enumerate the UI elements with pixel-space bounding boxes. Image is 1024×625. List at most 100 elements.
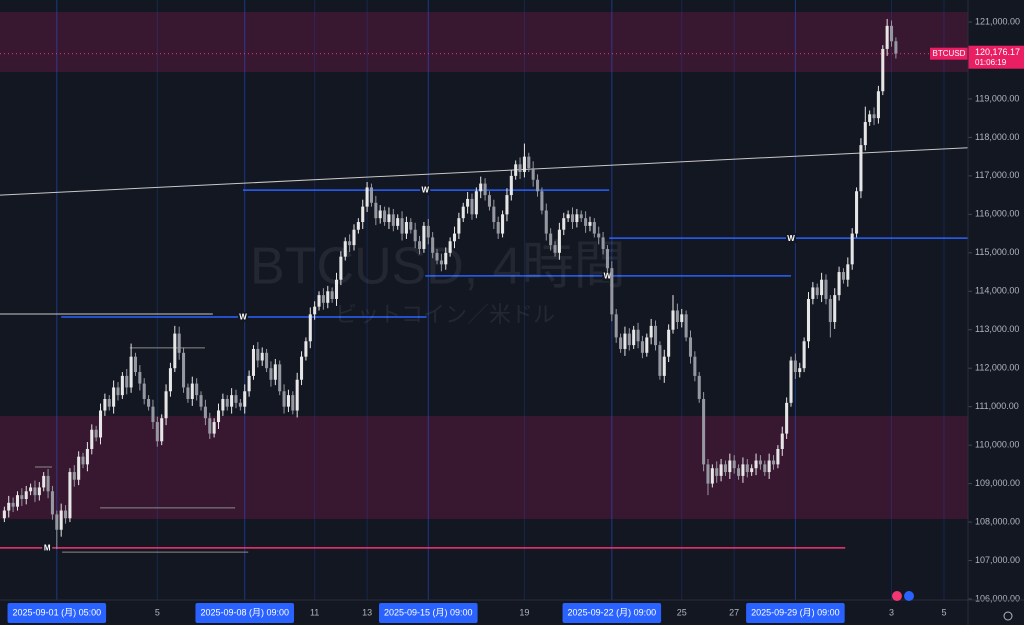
candle-body	[142, 383, 146, 399]
candle-body	[304, 341, 308, 357]
candle-body	[396, 218, 400, 226]
candle-body	[640, 341, 644, 353]
candle-body	[251, 348, 256, 376]
candle-body	[282, 391, 286, 407]
candle-body	[64, 510, 68, 519]
candle-body	[754, 460, 758, 469]
candle-body	[654, 325, 658, 346]
candle-body	[94, 429, 98, 438]
candle-body	[326, 291, 330, 303]
candle-body	[203, 406, 207, 419]
candle-body	[116, 387, 120, 396]
candle-body	[85, 448, 89, 465]
candle-body	[339, 256, 343, 280]
x-tick-label: 5	[155, 607, 160, 617]
candle-body	[247, 375, 251, 392]
candle-body	[278, 364, 282, 392]
candle-body	[147, 398, 151, 407]
candle-body	[291, 395, 295, 411]
candle-body	[645, 337, 649, 353]
candle-body	[549, 233, 553, 246]
candle-body	[597, 233, 601, 238]
candle-body	[138, 372, 142, 384]
x-tick-label: 2025-09-22 (月) 09:00	[568, 607, 657, 617]
countdown-label: 01:06:19	[975, 58, 1007, 67]
candle-body	[439, 260, 443, 265]
candle-body	[330, 291, 334, 299]
price-tag	[968, 45, 1024, 69]
candle-body	[177, 333, 181, 353]
y-tick-label: 112,000.00	[975, 363, 1019, 373]
x-tick-box	[7, 603, 107, 623]
candle-body	[667, 329, 671, 357]
level-label: W	[787, 234, 795, 243]
candle-body	[737, 468, 741, 476]
candle-body	[212, 422, 216, 434]
x-tick-label: 13	[362, 607, 372, 617]
candle-body	[501, 214, 505, 234]
x-tick-label: 2025-09-29 (月) 09:00	[751, 607, 840, 617]
candle-body	[601, 237, 605, 249]
candle-body	[496, 222, 500, 234]
candle-body	[151, 406, 155, 423]
candle-body	[868, 114, 872, 123]
candle-body	[168, 368, 172, 392]
candle-body	[422, 225, 426, 249]
candle-body	[763, 464, 767, 473]
candle-body	[448, 241, 452, 253]
candle-body	[11, 502, 15, 507]
candle-body	[186, 387, 190, 399]
candle-body	[308, 314, 312, 342]
candle-body	[470, 198, 474, 215]
candle-body	[243, 391, 247, 407]
level-label: W	[604, 271, 612, 280]
candle-body	[365, 187, 369, 207]
settings-icon[interactable]	[1003, 611, 1013, 621]
candle-body	[536, 179, 540, 192]
candle-body	[728, 460, 732, 473]
candle-body	[706, 464, 710, 484]
candle-body	[492, 206, 496, 223]
candle-body	[584, 218, 588, 226]
candle-body	[208, 418, 212, 434]
candle-body	[592, 222, 596, 234]
y-tick-label: 118,000.00	[975, 132, 1019, 142]
candle-body	[815, 287, 819, 296]
event-icon[interactable]	[892, 591, 902, 601]
candle-body	[265, 352, 269, 369]
candle-body	[374, 202, 378, 219]
level-label-bg	[602, 270, 613, 281]
candle-body	[680, 314, 684, 323]
candle-body	[833, 295, 837, 323]
zone	[0, 12, 968, 73]
level-label-bg	[420, 185, 431, 196]
level-label-bg	[237, 312, 248, 323]
candle-body	[238, 402, 242, 407]
candle-body	[671, 310, 675, 330]
x-tick-label: 19	[519, 607, 529, 617]
candle-body	[160, 418, 164, 442]
candle-body	[710, 468, 714, 484]
candle-body	[841, 272, 845, 280]
candle-body	[107, 398, 111, 407]
level-label: M	[44, 543, 51, 552]
candle-body	[575, 214, 579, 223]
candle-body	[343, 241, 347, 257]
candle-body	[20, 495, 24, 499]
candle-body	[894, 41, 898, 54]
candle-body	[461, 206, 465, 219]
symbol-tag	[930, 47, 968, 60]
candle-body	[863, 122, 867, 146]
y-tick-label: 114,000.00	[975, 286, 1019, 296]
candle-body	[776, 448, 780, 465]
event-icon[interactable]	[904, 591, 914, 601]
candle-body	[566, 214, 570, 219]
candle-body	[260, 352, 264, 361]
y-tick-label: 121,000.00	[975, 16, 1020, 26]
y-tick-label: 117,000.00	[975, 170, 1019, 180]
symbol-tag-label: BTCUSD	[933, 49, 966, 58]
candle-body	[457, 218, 461, 234]
candle-body	[658, 345, 662, 376]
candle-body	[221, 398, 225, 411]
candle-body	[81, 456, 85, 465]
